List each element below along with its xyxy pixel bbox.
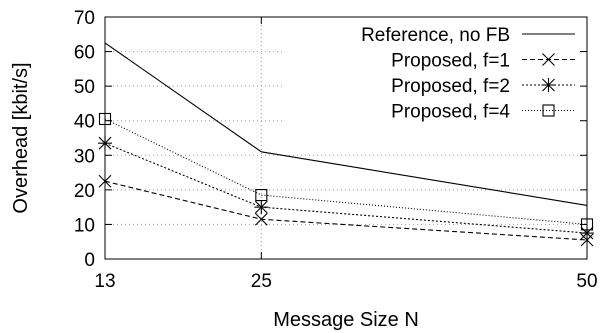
y-tick-label: 20 [74,181,95,202]
series-line-1 [104,42,588,206]
x-tick-label: 25 [251,271,272,292]
data-point-4 [255,188,268,202]
legend-label-4: Proposed, f=4 [391,102,510,123]
y-tick-label: 50 [74,77,95,98]
y-tick-label: 60 [74,43,95,64]
x-tick-label: 50 [576,271,597,292]
series-line-4 [104,118,588,225]
y-tick-label: 0 [84,250,95,271]
legend-label-1: Reference, no FB [361,25,510,46]
y-tick-label: 40 [74,112,95,133]
data-point-3 [254,200,269,215]
data-point-2 [254,212,268,226]
x-tick-label: 13 [94,271,115,292]
y-tick-label: 30 [74,146,95,167]
grid-lines [105,17,587,259]
x-axis-label: Message Size N [273,309,419,331]
legend-marker-3 [541,78,556,92]
ticks: 0 10 20 30 40 50 60 70 13 25 50 [74,8,598,292]
legend-label-2: Proposed, f=1 [391,51,510,72]
legend-marker-2 [542,53,555,66]
plot-frame [104,16,588,260]
legend-marker-4 [542,104,555,117]
y-tick-label: 10 [74,215,95,236]
legend-label-3: Proposed, f=2 [391,76,510,97]
y-axis-label: Overhead [kbit/s] [10,62,32,213]
legend: Reference, no FB Proposed, f=1 Proposed, f… [361,25,575,123]
y-tick-label: 70 [74,8,95,29]
